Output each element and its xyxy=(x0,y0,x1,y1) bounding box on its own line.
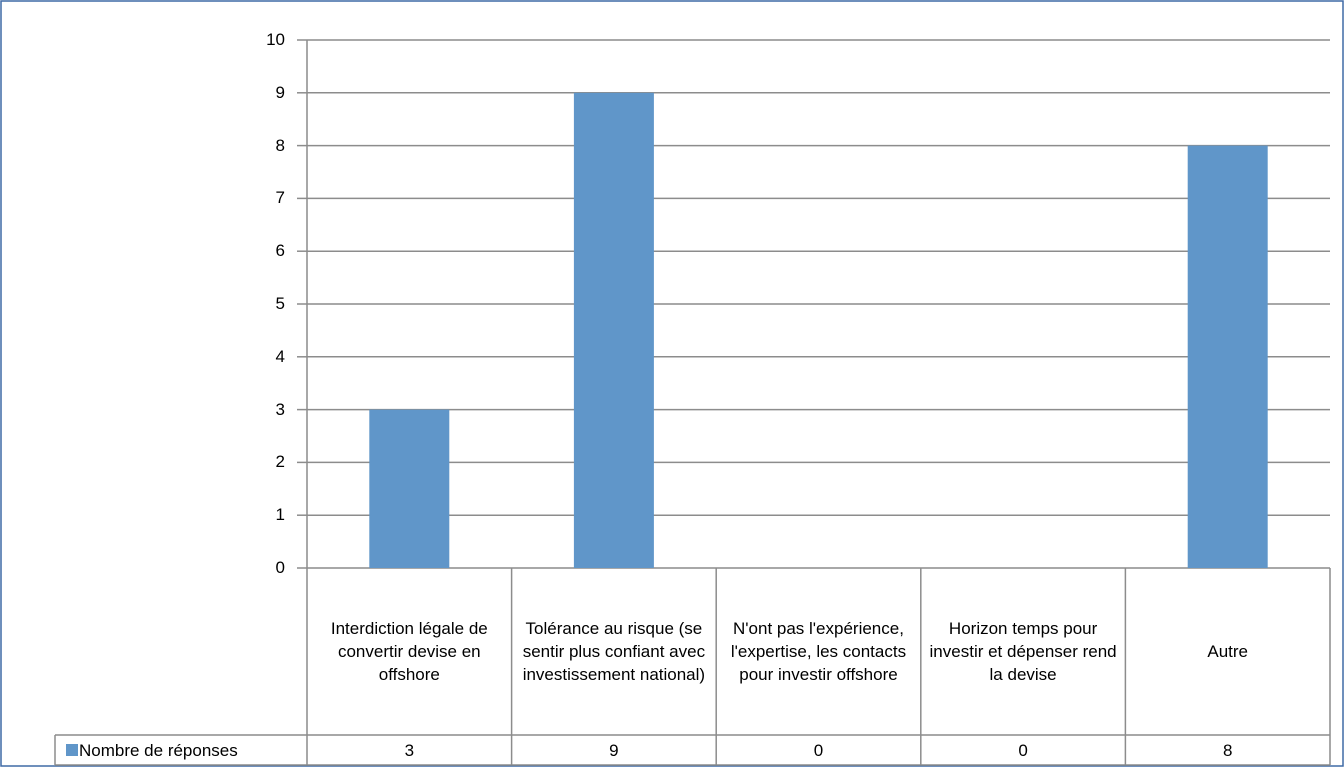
y-tick-label: 8 xyxy=(275,135,285,155)
table-value: 0 xyxy=(1018,740,1028,760)
y-tick-label: 1 xyxy=(275,505,285,525)
y-tick-label: 2 xyxy=(275,452,285,472)
legend-swatch xyxy=(66,744,78,756)
x-tick-label: Horizon temps pour investir et dépenser … xyxy=(929,619,1117,684)
y-tick-label: 7 xyxy=(275,188,285,208)
y-tick-label: 4 xyxy=(275,346,285,366)
x-tick-label: Interdiction légale de convertir devise … xyxy=(330,619,488,684)
y-tick-label: 10 xyxy=(266,30,285,49)
table-value: 9 xyxy=(609,740,619,760)
bar xyxy=(369,409,450,568)
y-tick-label: 0 xyxy=(275,558,285,577)
table-value: 0 xyxy=(813,740,824,760)
table-value: 3 xyxy=(404,740,415,760)
bar xyxy=(573,92,654,569)
bar xyxy=(1187,145,1268,568)
y-tick-label: 6 xyxy=(275,241,285,261)
y-tick-label: 5 xyxy=(275,294,285,313)
table-value: 8 xyxy=(1222,740,1233,760)
legend-label: Nombre de réponses xyxy=(79,740,238,760)
y-tick-label: 9 xyxy=(275,82,285,102)
x-tick-label: Autre xyxy=(1207,642,1248,661)
x-tick-label: N'ont pas l'expérience, l'expertise, les… xyxy=(730,619,907,684)
x-tick-label: Tolérance au risque (se sentir plus conf… xyxy=(522,619,706,684)
y-tick-label: 3 xyxy=(275,399,285,419)
